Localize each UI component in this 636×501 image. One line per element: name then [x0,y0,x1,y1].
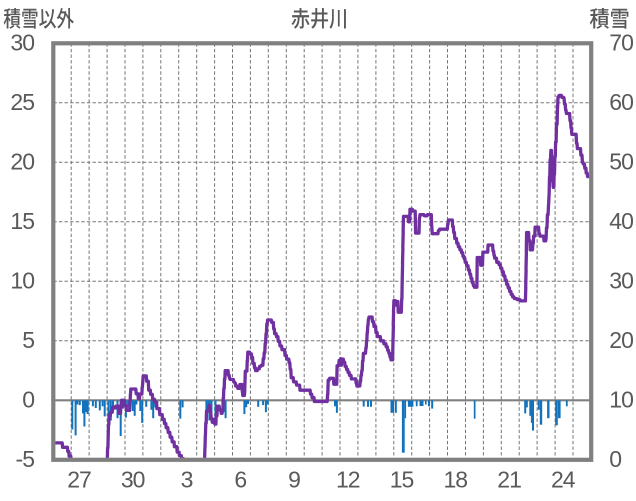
svg-text:0: 0 [22,386,34,412]
svg-text:27: 27 [67,466,91,492]
svg-text:30: 30 [10,29,34,55]
svg-text:24: 24 [551,466,576,492]
svg-text:18: 18 [444,466,468,492]
svg-text:10: 10 [609,386,633,412]
svg-text:30: 30 [121,466,145,492]
svg-text:15: 15 [390,466,414,492]
svg-text:60: 60 [609,89,633,115]
svg-text:15: 15 [10,208,34,234]
svg-text:40: 40 [609,208,633,234]
svg-text:50: 50 [609,148,633,174]
svg-text:10: 10 [10,267,34,293]
svg-text:6: 6 [234,466,246,492]
svg-text:-5: -5 [16,446,35,472]
svg-text:20: 20 [609,327,633,353]
svg-text:12: 12 [336,466,360,492]
svg-text:0: 0 [609,446,621,472]
svg-text:30: 30 [609,267,633,293]
svg-text:20: 20 [10,148,34,174]
svg-text:9: 9 [288,466,300,492]
svg-text:5: 5 [22,327,34,353]
svg-text:3: 3 [181,466,193,492]
svg-text:21: 21 [497,466,521,492]
svg-text:25: 25 [10,89,34,115]
svg-text:70: 70 [609,29,633,55]
